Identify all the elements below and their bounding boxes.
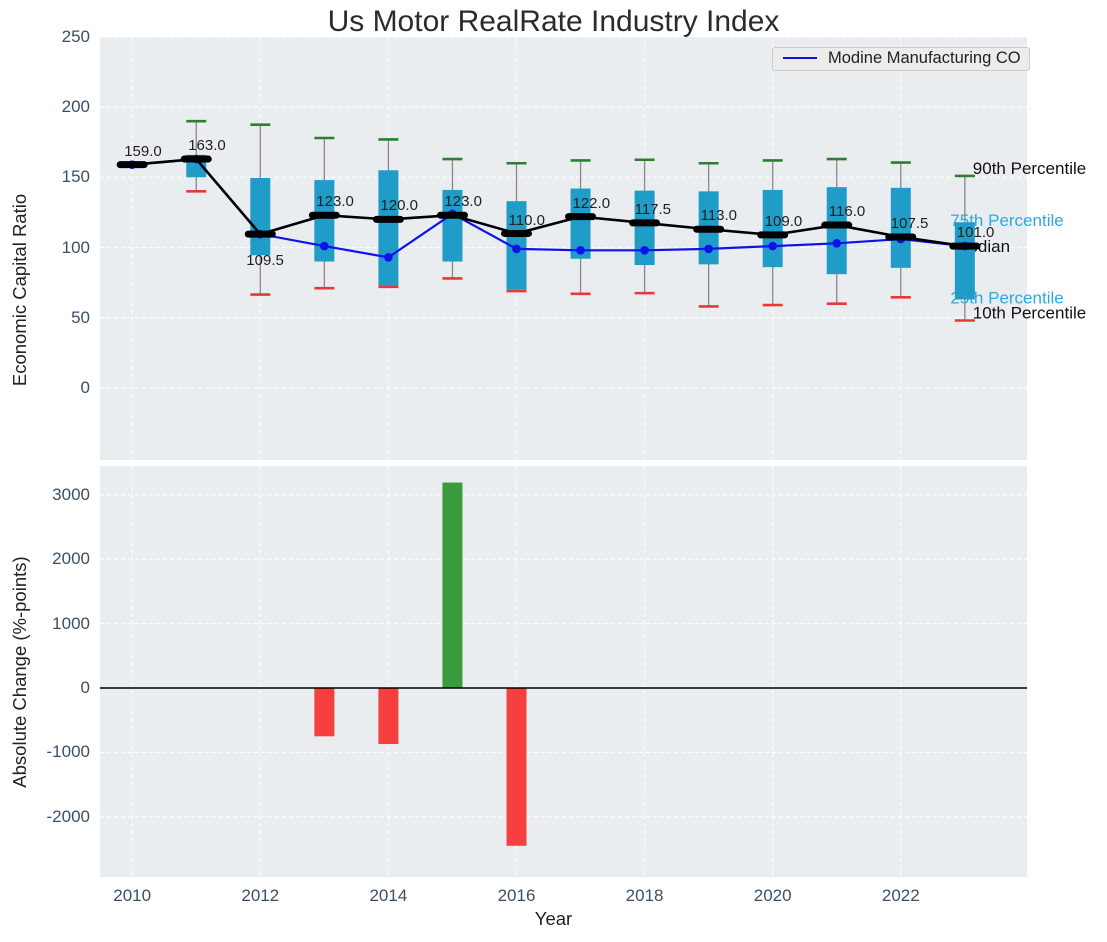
svg-text:90th Percentile: 90th Percentile <box>973 159 1086 178</box>
svg-text:10th Percentile: 10th Percentile <box>973 304 1086 323</box>
